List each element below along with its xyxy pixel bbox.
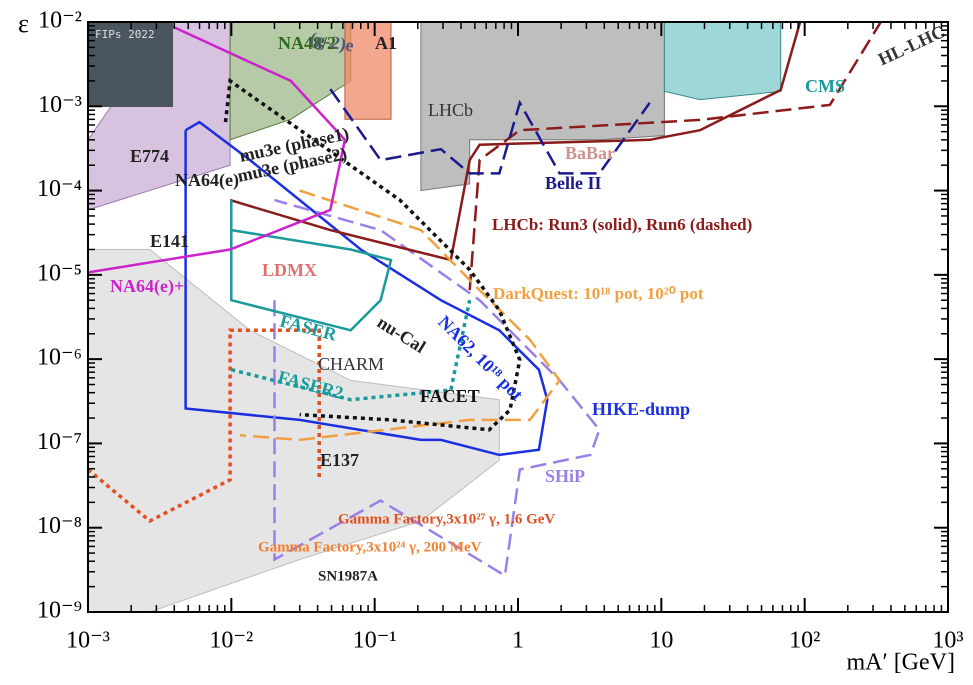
annotation: SN1987A <box>318 568 378 584</box>
x-axis-label: mA′ [GeV] <box>846 650 955 676</box>
y-tick-label: 10⁻⁴ <box>37 176 82 202</box>
annotation: A1 <box>375 33 397 53</box>
plot-area <box>88 22 882 612</box>
annotation: Gamma Factory,3x10²⁴ γ, 200 MeV <box>258 539 482 555</box>
annotation: NA64(e) <box>175 170 239 191</box>
curve <box>223 77 522 432</box>
annotation: LHCb: Run3 (solid), Run6 (dashed) <box>492 215 752 234</box>
x-tick-label: 1 <box>512 628 524 654</box>
y-tick-label: 10⁻⁵ <box>37 260 82 286</box>
annotation: E141 <box>150 231 189 251</box>
curve <box>229 22 802 262</box>
annotation: SHiP <box>545 466 585 486</box>
curve <box>239 189 562 442</box>
x-tick-label: 10³ <box>932 628 963 654</box>
annotation: Gamma Factory,3x10²⁷ γ, 1.6 GeV <box>338 511 555 527</box>
curve <box>184 120 549 457</box>
annotation: Belle II <box>545 173 602 193</box>
x-tick-label: 10⁻³ <box>66 628 110 654</box>
annotation: CMS <box>805 76 845 96</box>
curve <box>329 88 651 175</box>
annotation: CHARM <box>318 354 384 374</box>
annotation: E774 <box>130 146 169 166</box>
annotation: NA48/2 <box>278 33 336 53</box>
curve <box>88 328 321 524</box>
y-tick-label: 10⁻³ <box>38 92 82 118</box>
curve <box>468 22 882 291</box>
annotation: BaBar <box>565 143 615 163</box>
region <box>88 249 500 612</box>
x-tick-label: 10² <box>789 628 820 654</box>
y-tick-label: 10⁻⁹ <box>37 598 82 624</box>
y-tick-label: 10⁻⁷ <box>37 429 82 455</box>
y-tick-label: 10⁻² <box>38 8 82 34</box>
x-tick-label: 10⁻¹ <box>353 628 397 654</box>
annotation: NA64(e)+ <box>110 276 184 297</box>
annotation: E137 <box>320 450 359 470</box>
annotation: DarkQuest: 10¹⁸ pot, 10²⁰ pot <box>493 284 704 303</box>
annotation: FACET <box>420 386 480 406</box>
y-tick-label: 10⁻⁶ <box>37 345 82 371</box>
logo-box <box>88 22 173 107</box>
region <box>344 22 392 120</box>
y-axis-label: ε <box>18 9 29 38</box>
y-tick-label: 10⁻⁸ <box>37 513 82 539</box>
curve <box>273 198 601 578</box>
x-tick-label: 10⁻² <box>209 628 253 654</box>
region <box>663 22 782 101</box>
annotation: LDMX <box>262 260 317 280</box>
region <box>88 22 231 211</box>
curve <box>230 200 393 332</box>
annotation: HIKE-dump <box>592 399 690 419</box>
annotation: LHCb <box>428 100 473 120</box>
x-tick-label: 10 <box>649 628 673 654</box>
curve <box>88 23 347 274</box>
annotation: FIPs 2022 <box>95 28 155 41</box>
